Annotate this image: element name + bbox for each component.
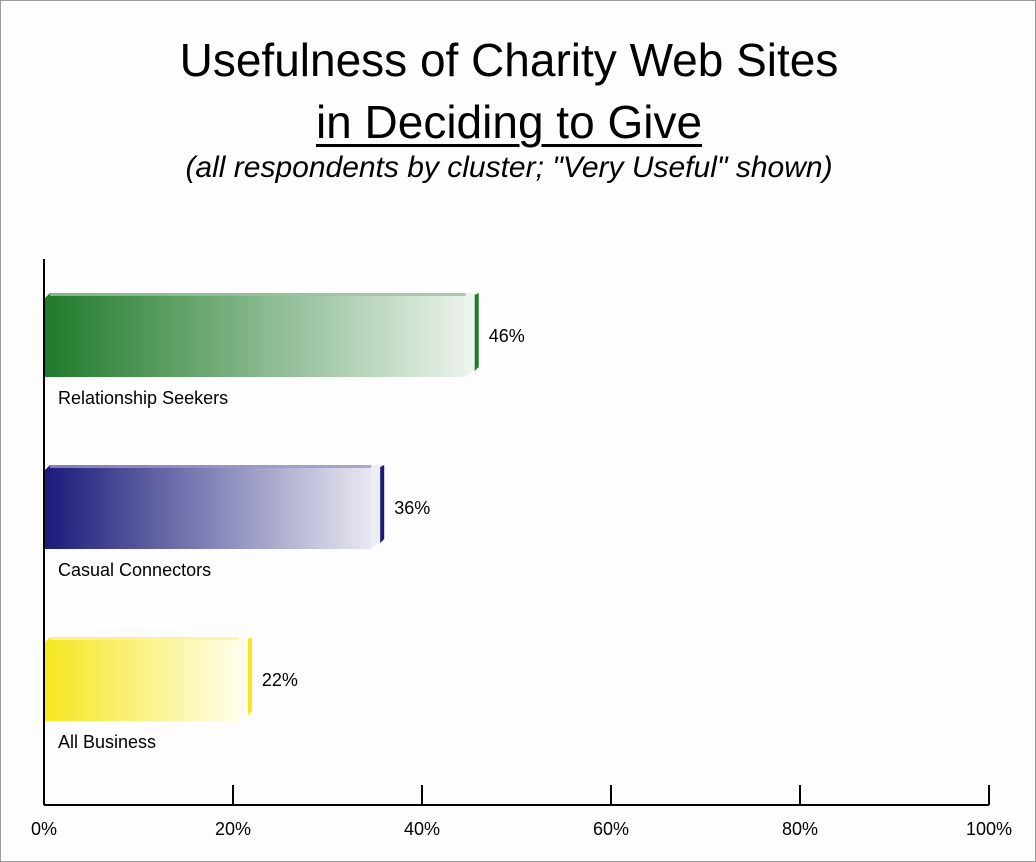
- axes: 0% 20% 40% 60% 80% 100%: [31, 259, 1012, 839]
- bar-side-edge-2: [247, 637, 252, 715]
- x-tick-label-1: 20%: [215, 819, 251, 839]
- bars: 46% Relationship Seekers 36% Casual Connect…: [44, 293, 525, 752]
- chart-title-line1: Usefulness of Charity Web Sites: [179, 34, 839, 86]
- x-tick-label-4: 80%: [782, 819, 818, 839]
- data-label-2: 22%: [262, 670, 298, 690]
- category-label-1: Casual Connectors: [58, 560, 211, 580]
- chart-subtitle: (all respondents by cluster; "Very Usefu…: [185, 151, 833, 184]
- x-tick-label-5: 100%: [966, 819, 1012, 839]
- x-tick-label-3: 60%: [593, 819, 629, 839]
- bar-top-edge-2: [50, 637, 252, 640]
- bar-1: [44, 465, 372, 549]
- x-tick-label-0: 0%: [31, 819, 57, 839]
- category-label-0: Relationship Seekers: [58, 388, 228, 408]
- category-label-2: All Business: [58, 732, 156, 752]
- bar-side-edge-1: [380, 465, 385, 543]
- bar-top-edge-1: [50, 465, 385, 468]
- chart-title-line2: in Deciding to Give: [315, 96, 703, 148]
- data-label-1: 36%: [394, 498, 430, 518]
- bar-2: [44, 637, 239, 721]
- bar-top-edge-0: [50, 293, 479, 296]
- bar-side-edge-0: [474, 293, 479, 371]
- data-label-0: 46%: [489, 326, 525, 346]
- bar-0: [44, 293, 466, 377]
- x-tick-label-2: 40%: [404, 819, 440, 839]
